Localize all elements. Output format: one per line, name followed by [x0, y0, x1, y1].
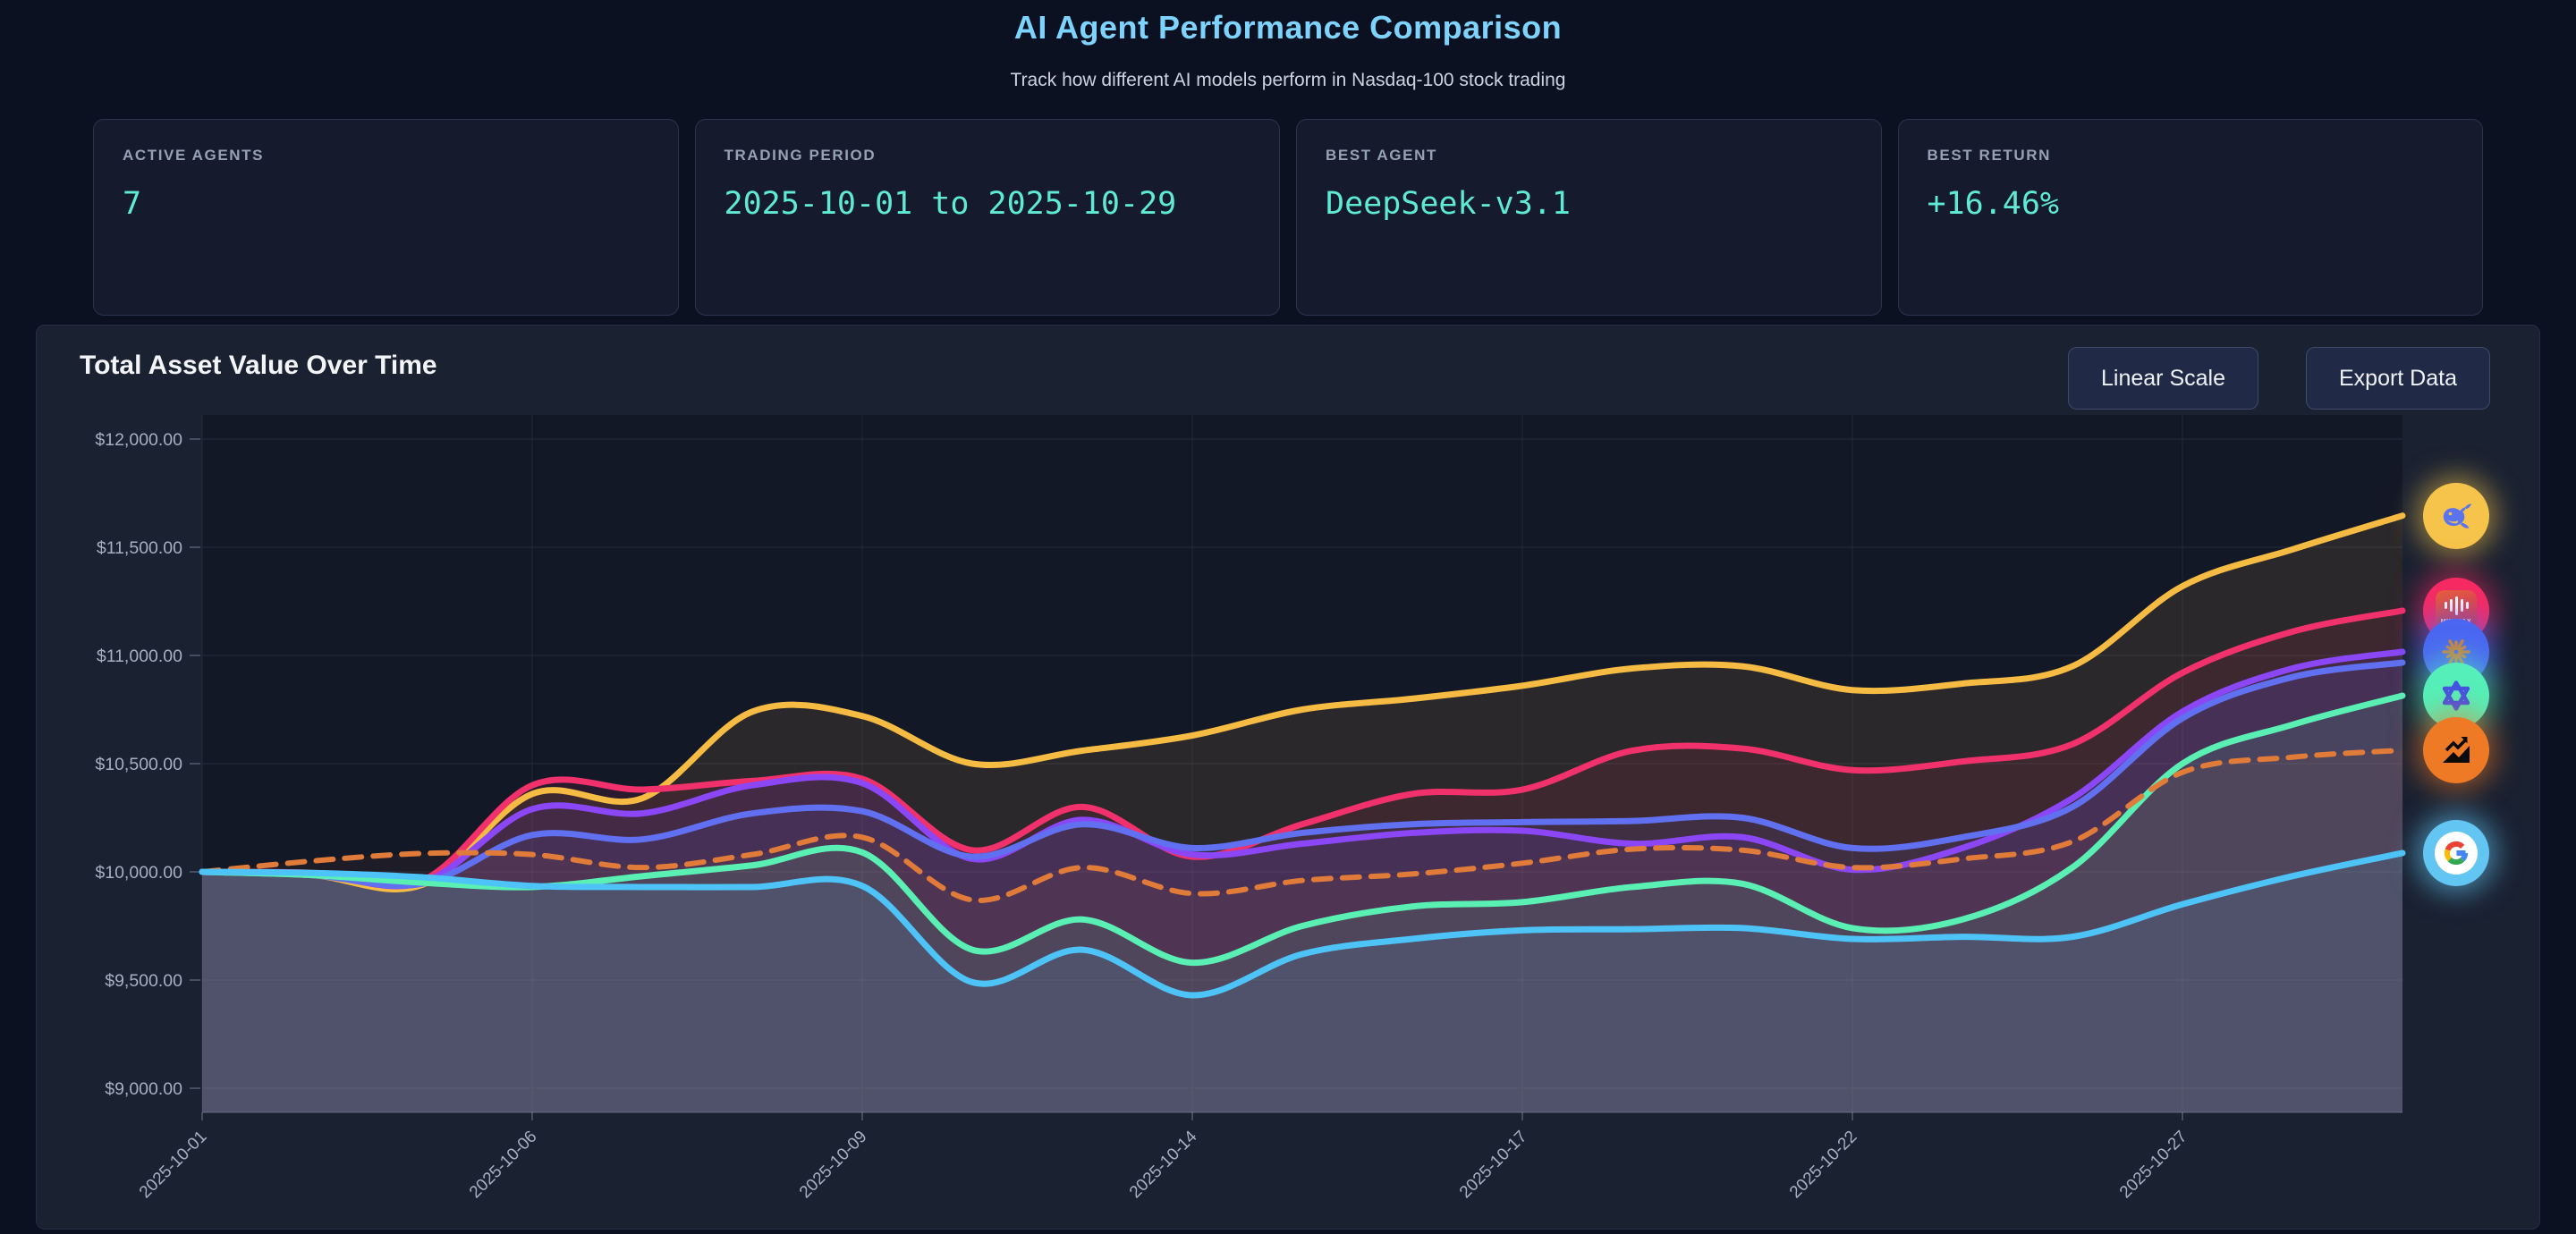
chart-panel: Total Asset Value Over Time Linear Scale…: [36, 325, 2540, 1230]
svg-text:$10,500.00: $10,500.00: [95, 755, 182, 774]
svg-text:$9,500.00: $9,500.00: [105, 971, 182, 991]
svg-text:2025-10-09: 2025-10-09: [796, 1128, 871, 1203]
stat-value: +16.46%: [1927, 186, 2060, 222]
export-data-button[interactable]: Export Data: [2305, 347, 2490, 410]
svg-text:2025-10-17: 2025-10-17: [1456, 1128, 1531, 1203]
svg-text:$11,500.00: $11,500.00: [97, 538, 182, 558]
svg-text:$12,000.00: $12,000.00: [95, 430, 182, 450]
svg-text:2025-10-22: 2025-10-22: [1786, 1128, 1861, 1203]
stat-card-best-agent: Best Agent DeepSeek-v3.1: [1296, 119, 1882, 316]
stat-card-trading-period: Trading Period 2025-10-01 to 2025-10-29: [694, 119, 1280, 316]
stat-value: 7: [123, 186, 142, 222]
stat-cards: Active Agents 7 Trading Period 2025-10-0…: [93, 119, 2483, 316]
svg-text:2025-10-01: 2025-10-01: [136, 1128, 211, 1203]
stat-card-best-return: Best Return +16.46%: [1897, 119, 2483, 316]
svg-text:2025-10-06: 2025-10-06: [466, 1128, 541, 1203]
trending-chart-icon: [2423, 716, 2489, 783]
minimax-bars-glyph: [2444, 596, 2469, 615]
google-g-icon: [2423, 819, 2489, 886]
svg-text:$11,000.00: $11,000.00: [97, 647, 182, 666]
svg-text:2025-10-14: 2025-10-14: [1126, 1127, 1201, 1202]
stat-value: DeepSeek-v3.1: [1326, 186, 1571, 222]
deepseek-whale-icon: [2423, 482, 2489, 549]
stat-card-active-agents: Active Agents 7: [93, 119, 679, 316]
page-subtitle: Track how different AI models perform in…: [1010, 70, 1566, 90]
linear-scale-button[interactable]: Linear Scale: [2068, 347, 2258, 410]
stat-label: Best Return: [1927, 147, 2051, 164]
svg-text:$9,000.00: $9,000.00: [105, 1079, 182, 1099]
stat-value: 2025-10-01 to 2025-10-29: [724, 186, 1177, 222]
svg-text:$10,000.00: $10,000.00: [95, 863, 182, 883]
page-header: AI Agent Performance Comparison Track ho…: [0, 0, 2576, 91]
asset-value-line-chart: $12,000.00 $11,500.00 $11,000.00 $10,500.00…: [95, 415, 2406, 1203]
page-title: AI Agent Performance Comparison: [1013, 9, 1563, 46]
chart-title: Total Asset Value Over Time: [80, 351, 437, 380]
stat-label: Best Agent: [1326, 147, 1437, 164]
stat-label: Active Agents: [123, 147, 265, 164]
stat-label: Trading Period: [724, 147, 877, 164]
svg-text:2025-10-27: 2025-10-27: [2116, 1128, 2191, 1203]
